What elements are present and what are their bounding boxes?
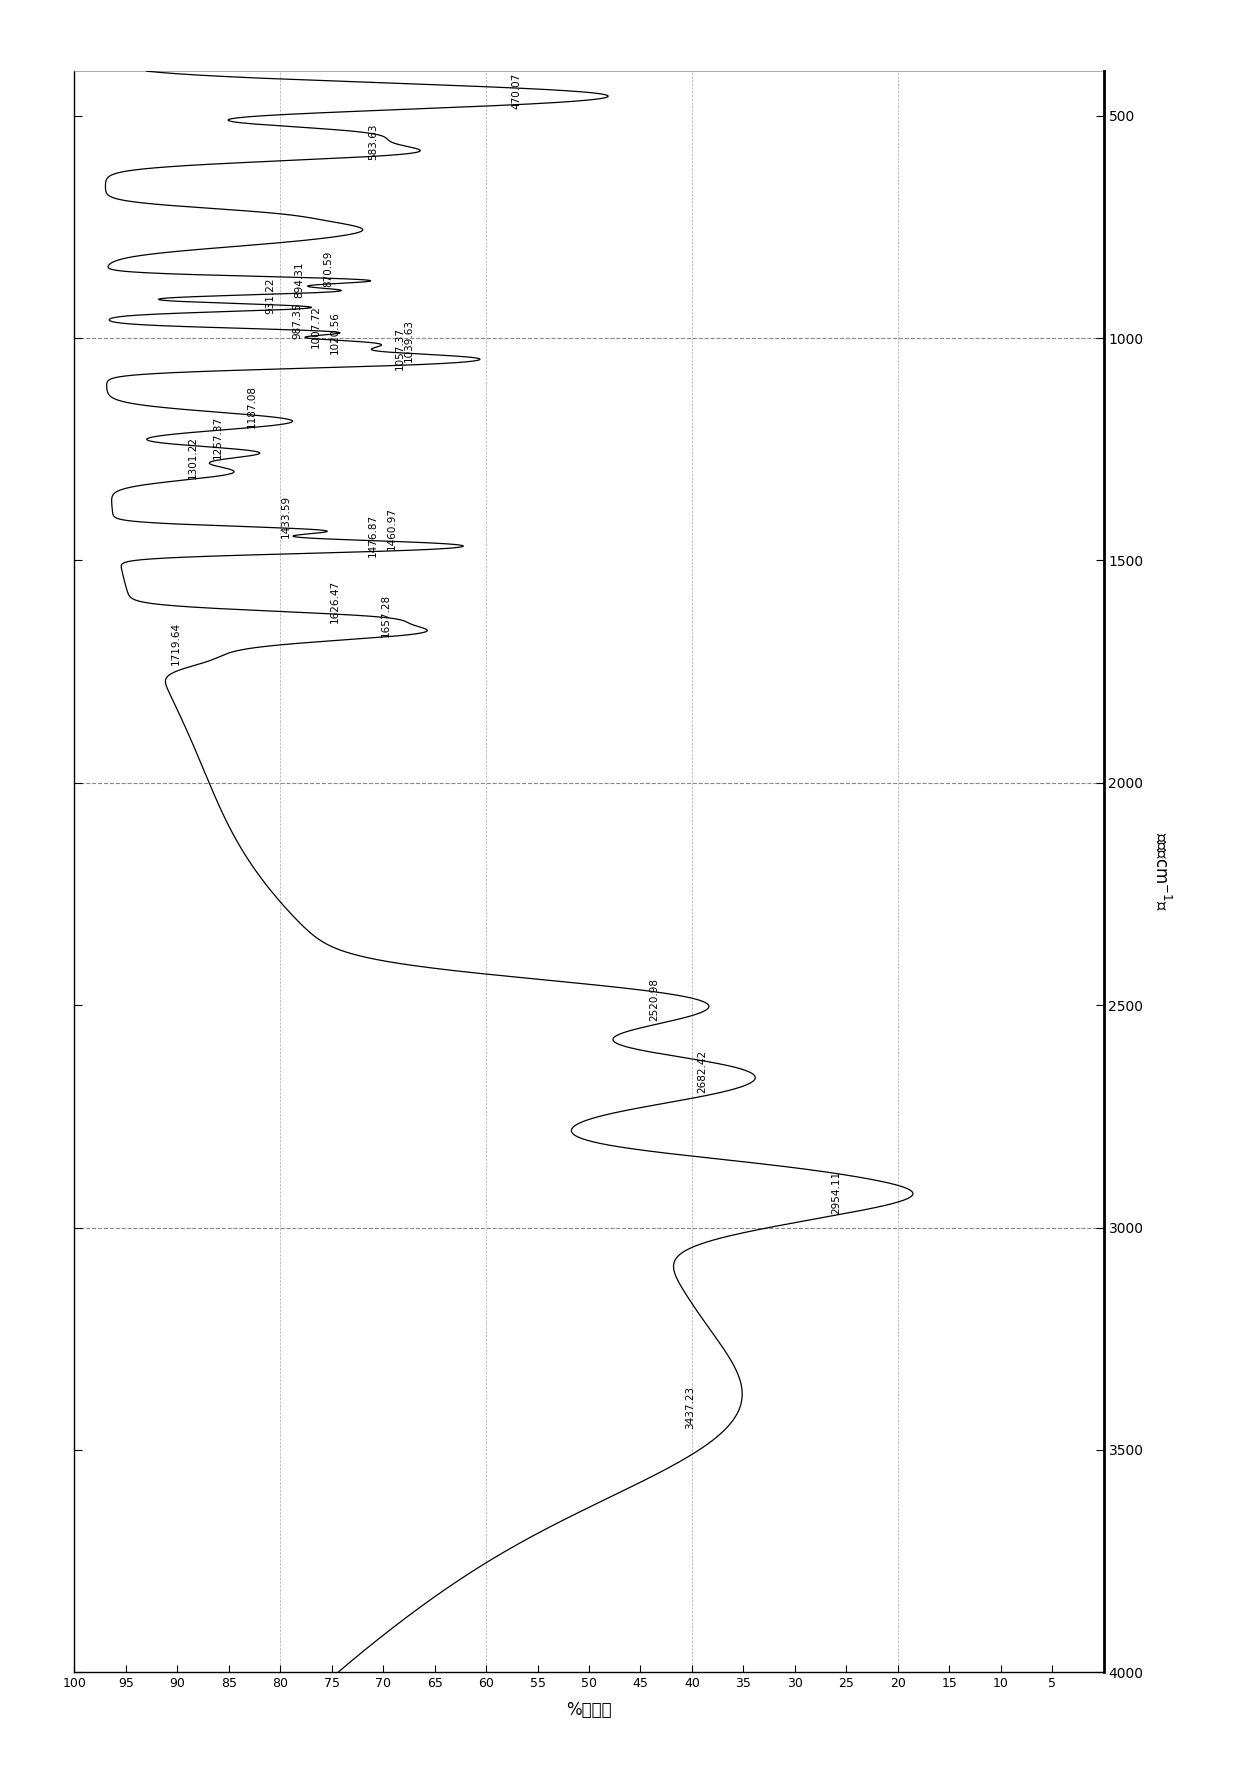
- Text: 1476.87: 1476.87: [368, 514, 378, 557]
- Text: 1657.28: 1657.28: [381, 594, 391, 637]
- Text: 931.22: 931.22: [265, 278, 275, 315]
- Text: 1039.63: 1039.63: [404, 318, 414, 363]
- Text: 1626.47: 1626.47: [330, 580, 340, 623]
- X-axis label: %透射率: %透射率: [567, 1701, 611, 1719]
- Text: 3437.23: 3437.23: [686, 1386, 696, 1429]
- Text: 894.31: 894.31: [294, 262, 304, 297]
- Text: 470.07: 470.07: [511, 73, 522, 109]
- Text: 1301.22: 1301.22: [187, 436, 198, 479]
- Text: 987.35: 987.35: [293, 302, 303, 340]
- Y-axis label: 波数（cm$^{-1}$）: 波数（cm$^{-1}$）: [1152, 833, 1172, 911]
- Text: 2682.42: 2682.42: [697, 1050, 707, 1092]
- Text: 1187.08: 1187.08: [247, 384, 257, 429]
- Text: 583.63: 583.63: [368, 123, 378, 160]
- Text: 1460.97: 1460.97: [387, 507, 397, 550]
- Text: 1433.59: 1433.59: [280, 495, 290, 537]
- Text: 1257.37: 1257.37: [213, 416, 223, 459]
- Text: 1007.72: 1007.72: [310, 306, 320, 349]
- Text: 870.59: 870.59: [324, 251, 334, 286]
- Text: 1057.37: 1057.37: [394, 327, 404, 370]
- Text: 2954.11: 2954.11: [831, 1171, 841, 1213]
- Text: 1719.64: 1719.64: [170, 621, 180, 665]
- Text: 2520.98: 2520.98: [650, 978, 660, 1021]
- Text: 1020.56: 1020.56: [330, 311, 340, 354]
